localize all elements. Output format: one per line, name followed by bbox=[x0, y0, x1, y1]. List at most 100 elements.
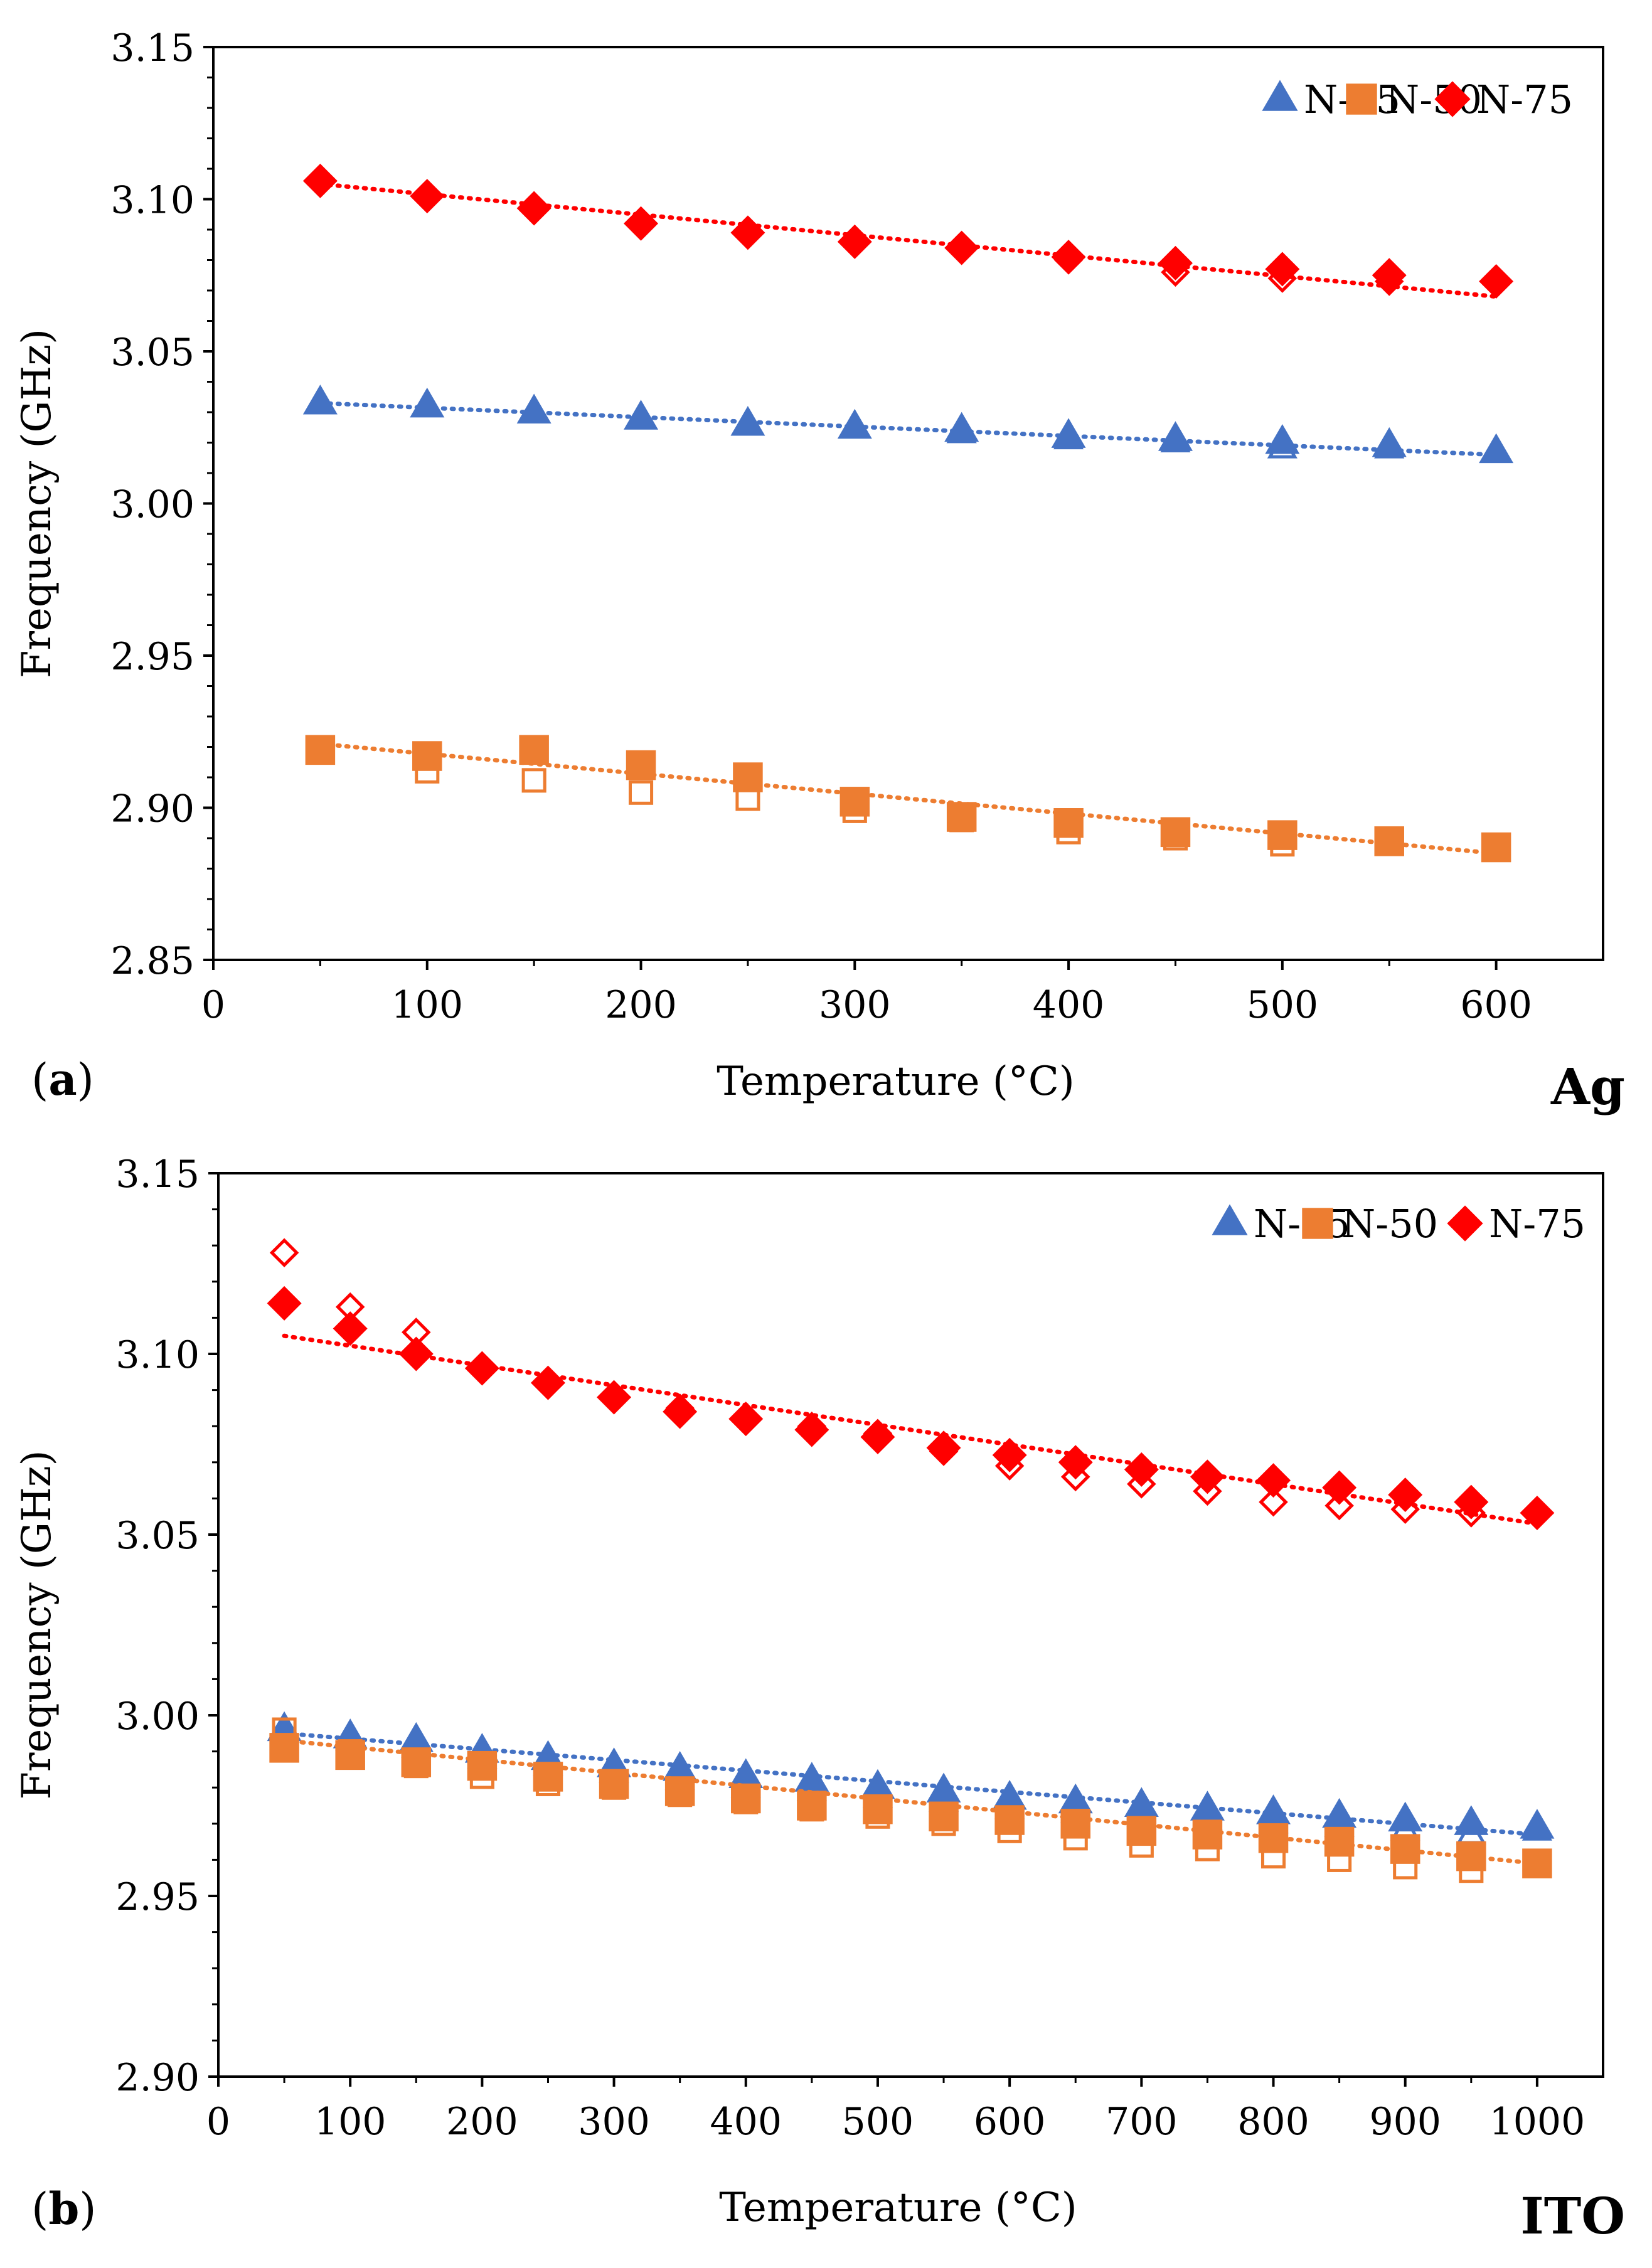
x-tick-label: 100 bbox=[314, 2100, 386, 2144]
legend-entry: N-35 bbox=[1254, 1201, 1350, 1247]
x-tick-label: 0 bbox=[201, 983, 225, 1027]
square-filled-marker bbox=[1060, 1809, 1090, 1839]
x-tick-label: 100 bbox=[392, 983, 464, 1027]
diamond-open-marker bbox=[1193, 1476, 1222, 1506]
diamond-open-marker bbox=[269, 1238, 299, 1267]
square-filled-marker bbox=[733, 762, 763, 792]
plot-area-frame bbox=[212, 46, 1604, 961]
square-filled-marker bbox=[1390, 1834, 1420, 1864]
legend: N-35N-50 N-75 bbox=[1212, 1201, 1585, 1247]
diamond-filled-marker bbox=[1124, 1452, 1159, 1487]
diamond-filled-marker bbox=[333, 1311, 368, 1346]
y-tick-label: 3.10 bbox=[110, 179, 195, 223]
y-tick-label: 3.00 bbox=[110, 483, 195, 527]
diamond-filled-marker bbox=[860, 1419, 895, 1454]
legend-diamond-marker bbox=[1434, 81, 1471, 117]
square-filled-marker bbox=[401, 1747, 432, 1777]
square-filled-marker bbox=[1192, 1819, 1223, 1850]
diamond-filled-marker bbox=[1256, 1463, 1291, 1498]
material-label: Ag bbox=[1550, 1057, 1625, 1116]
diamond-filled-marker bbox=[794, 1412, 829, 1447]
diamond-filled-marker bbox=[597, 1380, 632, 1415]
square-filled-marker bbox=[533, 1762, 563, 1792]
square-filled-marker bbox=[519, 735, 549, 765]
triangle-filled-marker bbox=[1372, 427, 1407, 457]
x-tick-label: 600 bbox=[1460, 983, 1532, 1027]
diamond-filled-marker bbox=[1058, 1445, 1093, 1480]
square-filled-marker bbox=[1374, 826, 1404, 856]
triangle-filled-marker bbox=[794, 1762, 829, 1792]
diamond-filled-marker bbox=[1322, 1470, 1357, 1505]
triangle-filled-marker bbox=[730, 405, 765, 436]
y-tick-label: 2.90 bbox=[110, 787, 195, 831]
triangle-filled-marker bbox=[1124, 1787, 1159, 1818]
diamond-filled-marker bbox=[398, 1336, 434, 1371]
diamond-filled-marker bbox=[267, 1286, 302, 1321]
x-tick-label: 200 bbox=[446, 2100, 518, 2144]
square-filled-marker bbox=[863, 1794, 893, 1824]
triangle-filled-marker bbox=[1520, 1809, 1555, 1839]
diamond-filled-marker bbox=[1190, 1459, 1225, 1494]
chart-panel-a: 2.85 2.90 2.95 3.00 3.05 3.10 3.15 0 100 200 300 40… bbox=[14, 26, 1625, 1116]
diamond-filled-marker bbox=[516, 191, 552, 226]
triangle-filled-marker bbox=[516, 393, 552, 424]
square-filled-marker bbox=[1481, 832, 1511, 863]
diamond-filled-marker bbox=[1051, 240, 1086, 275]
diamond-filled-marker bbox=[992, 1437, 1027, 1472]
diamond-filled-marker bbox=[1479, 264, 1514, 299]
square-filled-marker bbox=[731, 1783, 761, 1814]
panel-letter: a bbox=[48, 1053, 77, 1105]
x-tick-label: 1000 bbox=[1489, 2100, 1585, 2144]
series-n-75 bbox=[267, 1238, 1555, 1530]
x-tick-label: 200 bbox=[605, 983, 677, 1027]
square-filled-marker bbox=[269, 1733, 299, 1763]
x-tick-label: 500 bbox=[842, 2100, 914, 2144]
diamond-filled-marker bbox=[1372, 258, 1407, 293]
square-filled-marker bbox=[1160, 817, 1191, 848]
square-filled-marker bbox=[412, 741, 442, 771]
legend-diamond-marker bbox=[1447, 1205, 1483, 1242]
diamond-filled-marker bbox=[1388, 1477, 1423, 1513]
diamond-filled-marker bbox=[530, 1365, 565, 1400]
square-filled-marker bbox=[946, 802, 977, 832]
y-axis-title: Frequency (GHz) bbox=[14, 1450, 60, 1799]
square-filled-marker bbox=[599, 1769, 629, 1799]
diamond-filled-marker bbox=[1454, 1484, 1489, 1520]
panel-label: (b) bbox=[31, 2183, 97, 2235]
x-tick-label: 800 bbox=[1237, 2100, 1309, 2144]
y-tick-label: 2.85 bbox=[110, 939, 195, 983]
diamond-filled-marker bbox=[624, 206, 659, 241]
triangle-filled-marker bbox=[1479, 433, 1514, 464]
diamond-filled-marker bbox=[1158, 245, 1193, 280]
trendline bbox=[317, 181, 1499, 299]
triangle-filled-marker bbox=[944, 412, 979, 442]
triangle-filled-marker bbox=[1051, 418, 1086, 448]
square-filled-marker bbox=[467, 1750, 498, 1781]
triangle-filled-marker bbox=[837, 408, 872, 439]
diamond-open-marker bbox=[1390, 1494, 1420, 1524]
diamond-filled-marker bbox=[944, 230, 979, 265]
legend-square-marker bbox=[1346, 83, 1377, 115]
diamond-filled-marker bbox=[1520, 1495, 1555, 1530]
diamond-filled-marker bbox=[302, 163, 338, 198]
square-filled-marker bbox=[839, 787, 870, 817]
y-tick-label: 3.15 bbox=[115, 1153, 200, 1196]
trendline bbox=[317, 400, 1499, 457]
square-open-marker bbox=[628, 780, 654, 805]
triangle-filled-marker bbox=[1454, 1805, 1489, 1835]
x-tick-label: 300 bbox=[578, 2100, 650, 2144]
diamond-open-marker bbox=[1324, 1491, 1354, 1521]
y-tick-label: 3.15 bbox=[110, 26, 195, 70]
x-tick-label: 600 bbox=[974, 2100, 1046, 2144]
triangle-filled-marker bbox=[860, 1769, 895, 1799]
y-tick-label: 3.05 bbox=[115, 1514, 200, 1558]
diamond-filled-marker bbox=[663, 1394, 698, 1429]
square-filled-marker bbox=[1456, 1841, 1486, 1871]
chart-panel-b: 2.90 2.95 3.00 3.05 3.10 3.15 0 100 200 300 400 500… bbox=[14, 1153, 1625, 2245]
plot-area-frame bbox=[217, 1172, 1604, 2078]
triangle-filled-marker bbox=[728, 1758, 764, 1788]
diamond-filled-marker bbox=[1265, 252, 1300, 287]
x-tick-label: 0 bbox=[206, 2100, 230, 2144]
x-tick-label: 400 bbox=[1033, 983, 1105, 1027]
